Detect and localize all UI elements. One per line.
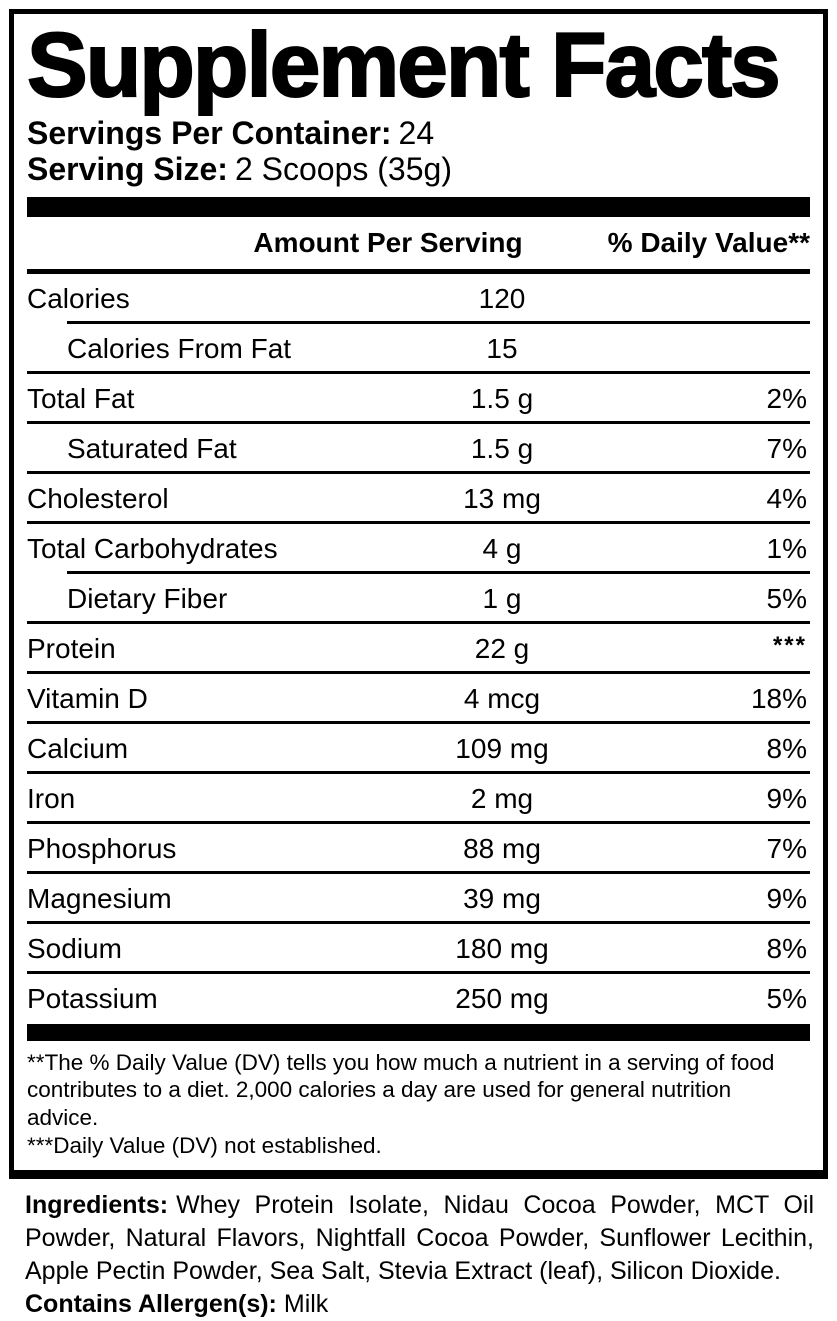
ingredients-section: Ingredients: Whey Protein Isolate, Nidau … — [25, 1189, 814, 1321]
nutrient-row: Dietary Fiber 1 g 5% — [27, 574, 810, 624]
nutrient-daily-value: 8% — [766, 732, 807, 764]
separator-bar-bottom — [27, 1023, 810, 1041]
nutrient-name: Sodium — [27, 932, 122, 964]
nutrient-amount: 22 g — [474, 632, 530, 664]
nutrient-amount: 2 mg — [470, 782, 534, 814]
nutrient-row: Magnesium 39 mg 9% — [27, 874, 810, 924]
ingredients-label: Ingredients: — [25, 1191, 169, 1220]
nutrient-name: Protein — [27, 632, 116, 664]
nutrient-amount: 180 mg — [455, 932, 549, 964]
nutrient-amount: 1 g — [482, 582, 522, 614]
nutrient-daily-value: *** — [772, 631, 807, 659]
nutrient-name: Dietary Fiber — [67, 582, 228, 614]
nutrient-daily-value: 5% — [766, 582, 807, 614]
serving-size: Serving Size: 2 Scoops (35g) — [27, 151, 810, 187]
nutrient-name: Phosphorus — [27, 832, 177, 864]
nutrient-row: Potassium 250 mg 5% — [27, 974, 810, 1024]
nutrient-name: Iron — [27, 782, 76, 814]
nutrient-name: Magnesium — [27, 882, 172, 914]
ingredients-paragraph: Ingredients: Whey Protein Isolate, Nidau … — [25, 1189, 814, 1288]
nutrient-name: Vitamin D — [27, 682, 148, 714]
column-header-amount: Amount Per Serving — [253, 226, 523, 258]
nutrient-amount: 88 mg — [463, 832, 541, 864]
nutrient-amount: 15 — [486, 332, 518, 364]
nutrient-amount: 250 mg — [455, 982, 549, 1014]
nutrient-row: Cholesterol 13 mg 4% — [27, 474, 810, 524]
nutrient-amount: 4 mcg — [463, 682, 541, 714]
nutrient-rows: Calories 120 Calories From Fat 15 Total … — [27, 274, 810, 1024]
supplement-facts-panel: Supplement Facts Servings Per Container:… — [9, 9, 828, 1180]
nutrient-row: Sodium 180 mg 8% — [27, 924, 810, 974]
nutrient-daily-value: 8% — [766, 932, 807, 964]
nutrient-row: Calories From Fat 15 — [27, 324, 810, 374]
nutrient-row: Vitamin D 4 mcg 18% — [27, 674, 810, 724]
nutrient-row: Calcium 109 mg 8% — [27, 724, 810, 774]
nutrient-amount: 13 mg — [463, 482, 541, 514]
nutrient-amount: 109 mg — [455, 732, 549, 764]
nutrient-amount: 39 mg — [463, 882, 541, 914]
allergen-label: Contains Allergen(s): — [25, 1290, 277, 1319]
servings-per-container-label: Servings Per Container: — [27, 115, 392, 152]
nutrient-name: Calcium — [27, 732, 129, 764]
column-header-row: Amount Per Serving % Daily Value** — [27, 217, 810, 274]
nutrient-amount: 120 — [478, 282, 526, 314]
nutrient-daily-value: 7% — [766, 832, 807, 864]
servings-per-container-value: 24 — [398, 115, 435, 152]
nutrient-name: Calories — [27, 282, 130, 314]
nutrient-row: Total Fat 1.5 g 2% — [27, 374, 810, 424]
nutrient-row: Protein 22 g *** — [27, 624, 810, 674]
serving-size-label: Serving Size: — [27, 151, 228, 188]
column-header-daily-value: % Daily Value** — [607, 226, 810, 258]
nutrient-name: Total Fat — [27, 382, 135, 414]
nutrient-name: Potassium — [27, 982, 158, 1014]
nutrient-daily-value: 9% — [766, 782, 807, 814]
panel-title: Supplement Facts — [26, 15, 782, 116]
nutrient-name: Cholesterol — [27, 482, 169, 514]
footnote-daily-value: **The % Daily Value (DV) tells you how m… — [27, 1049, 775, 1131]
serving-info: Servings Per Container: 24 Serving Size: 2… — [27, 115, 810, 187]
nutrient-row: Phosphorus 88 mg 7% — [27, 824, 810, 874]
nutrient-daily-value: 7% — [766, 432, 807, 464]
nutrient-amount: 1.5 g — [470, 432, 534, 464]
footnote-not-established: ***Daily Value (DV) not established. — [27, 1133, 382, 1159]
nutrient-daily-value: 4% — [766, 482, 807, 514]
ingredients-text: Whey Protein Isolate, Nidau Cocoa Powder… — [25, 1191, 814, 1286]
nutrient-daily-value: 18% — [750, 682, 807, 714]
nutrient-row: Iron 2 mg 9% — [27, 774, 810, 824]
nutrient-row: Total Carbohydrates 4 g 1% — [27, 524, 810, 574]
nutrient-row: Calories 120 — [27, 274, 810, 324]
allergen-value: Milk — [283, 1290, 329, 1319]
nutrient-daily-value: 1% — [766, 532, 807, 564]
nutrient-daily-value: 5% — [766, 982, 807, 1014]
nutrient-amount: 4 g — [482, 532, 522, 564]
nutrient-amount: 1.5 g — [470, 382, 534, 414]
nutrient-name: Saturated Fat — [67, 432, 237, 464]
serving-size-value: 2 Scoops (35g) — [234, 151, 452, 188]
nutrient-name: Calories From Fat — [67, 332, 292, 364]
footnotes: **The % Daily Value (DV) tells you how m… — [27, 1041, 810, 1167]
nutrient-name: Total Carbohydrates — [27, 532, 278, 564]
servings-per-container: Servings Per Container: 24 — [27, 115, 810, 151]
nutrient-daily-value: 2% — [766, 382, 807, 414]
nutrient-row: Saturated Fat 1.5 g 7% — [27, 424, 810, 474]
allergen-paragraph: Contains Allergen(s): Milk — [25, 1288, 814, 1321]
separator-bar-top — [27, 196, 810, 217]
nutrient-daily-value: 9% — [766, 882, 807, 914]
